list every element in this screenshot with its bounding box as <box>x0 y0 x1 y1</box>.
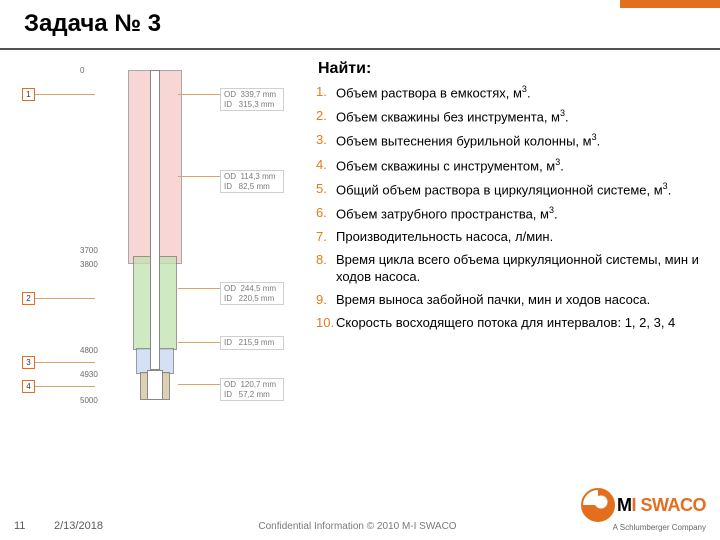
task-number: 9. <box>316 292 336 309</box>
task-item: 10.Скорость восходящего потока для интер… <box>316 315 700 332</box>
task-item: 6.Объем затрубного пространства, м3. <box>316 205 700 223</box>
task-text: Скорость восходящего потока для интервал… <box>336 315 675 332</box>
task-text: Время выноса забойной пачки, мин и ходов… <box>336 292 650 309</box>
well-wrap <box>100 60 210 440</box>
dimension-leader <box>178 94 220 95</box>
dimension-leader <box>178 288 220 289</box>
title-row: Задача № 3 <box>0 0 720 38</box>
callout-1: 1 <box>22 88 35 101</box>
page-title: Задача № 3 <box>24 10 720 38</box>
callout-2: 2 <box>22 292 35 305</box>
task-text: Общий объем раствора в циркуляционной си… <box>336 181 671 199</box>
task-number: 5. <box>316 181 336 198</box>
corner-accent-bar <box>620 0 720 8</box>
task-text: Объем скважины без инструмента, м3. <box>336 108 569 126</box>
bha <box>147 370 163 400</box>
dimension-leader <box>178 176 220 177</box>
logo-main: MI SWACO <box>581 488 706 522</box>
callout-leader <box>35 94 95 95</box>
task-number: 7. <box>316 229 336 246</box>
task-item: 3.Объем вытеснения бурильной колонны, м3… <box>316 132 700 150</box>
task-item: 9.Время выноса забойной пачки, мин и ход… <box>316 292 700 309</box>
tasks-list: 1.Объем раствора в емкостях, м3.2.Объем … <box>316 84 700 332</box>
dimension-leader <box>178 342 220 343</box>
task-text: Объем вытеснения бурильной колонны, м3. <box>336 132 600 150</box>
dimension-leader <box>178 384 220 385</box>
task-number: 1. <box>316 84 336 101</box>
task-number: 4. <box>316 157 336 174</box>
callout-3: 3 <box>22 356 35 369</box>
well-diagram: 0 3700 3800 4800 4930 5000 1 2 3 4 OD 339,7 mmID… <box>10 60 310 450</box>
dimension-box-4: ID 215,9 mm <box>220 336 284 350</box>
callout-leader <box>35 362 95 363</box>
logo-black-text: M <box>617 495 632 515</box>
dimension-box-3: OD 244,5 mmID 220,5 mm <box>220 282 284 305</box>
callout-4: 4 <box>22 380 35 393</box>
depth-label: 3800 <box>80 260 98 269</box>
depth-label: 4800 <box>80 346 98 355</box>
find-label: Найти: <box>318 60 700 78</box>
task-number: 10. <box>316 315 336 332</box>
task-text: Производительность насоса, л/мин. <box>336 229 553 246</box>
page-number: 11 <box>14 520 54 532</box>
callout-leader <box>35 386 95 387</box>
task-item: 4.Объем скважины с инструментом, м3. <box>316 157 700 175</box>
task-item: 2.Объем скважины без инструмента, м3. <box>316 108 700 126</box>
task-text: Время цикла всего объема циркуляционной … <box>336 252 700 286</box>
task-item: 8.Время цикла всего объема циркуляционно… <box>316 252 700 286</box>
task-number: 8. <box>316 252 336 269</box>
content-area: 0 3700 3800 4800 4930 5000 1 2 3 4 OD 339,7 mmID… <box>0 50 720 450</box>
task-number: 2. <box>316 108 336 125</box>
task-number: 6. <box>316 205 336 222</box>
confidential-text: Confidential Information © 2010 M-I SWAC… <box>134 521 581 532</box>
callout-leader <box>35 298 95 299</box>
logo-orange-text: SWACO <box>640 495 706 515</box>
task-item: 5.Общий объем раствора в циркуляционной … <box>316 181 700 199</box>
task-number: 3. <box>316 132 336 149</box>
task-text: Объем затрубного пространства, м3. <box>336 205 558 223</box>
depth-label: 5000 <box>80 396 98 405</box>
tasks-column: Найти: 1.Объем раствора в емкостях, м3.2… <box>310 60 700 450</box>
logo: MI SWACO A Schlumberger Company <box>581 488 706 532</box>
dimension-box-5: OD 120,7 mmID 57,2 mm <box>220 378 284 401</box>
logo-swoosh-icon <box>581 488 615 522</box>
logo-text: MI SWACO <box>617 495 706 516</box>
task-text: Объем раствора в емкостях, м3. <box>336 84 531 102</box>
footer-date: 2/13/2018 <box>54 520 134 532</box>
logo-subtitle: A Schlumberger Company <box>613 523 706 532</box>
task-text: Объем скважины с инструментом, м3. <box>336 157 564 175</box>
footer: 11 2/13/2018 Confidential Information © … <box>0 488 720 532</box>
drill-pipe <box>150 70 160 370</box>
depth-label: 0 <box>80 66 84 75</box>
task-item: 1.Объем раствора в емкостях, м3. <box>316 84 700 102</box>
depth-label: 3700 <box>80 246 98 255</box>
depth-label: 4930 <box>80 370 98 379</box>
dimension-box-1: OD 339,7 mmID 315,3 mm <box>220 88 284 111</box>
dimension-box-2: OD 114,3 mmID 82,5 mm <box>220 170 284 193</box>
task-item: 7.Производительность насоса, л/мин. <box>316 229 700 246</box>
